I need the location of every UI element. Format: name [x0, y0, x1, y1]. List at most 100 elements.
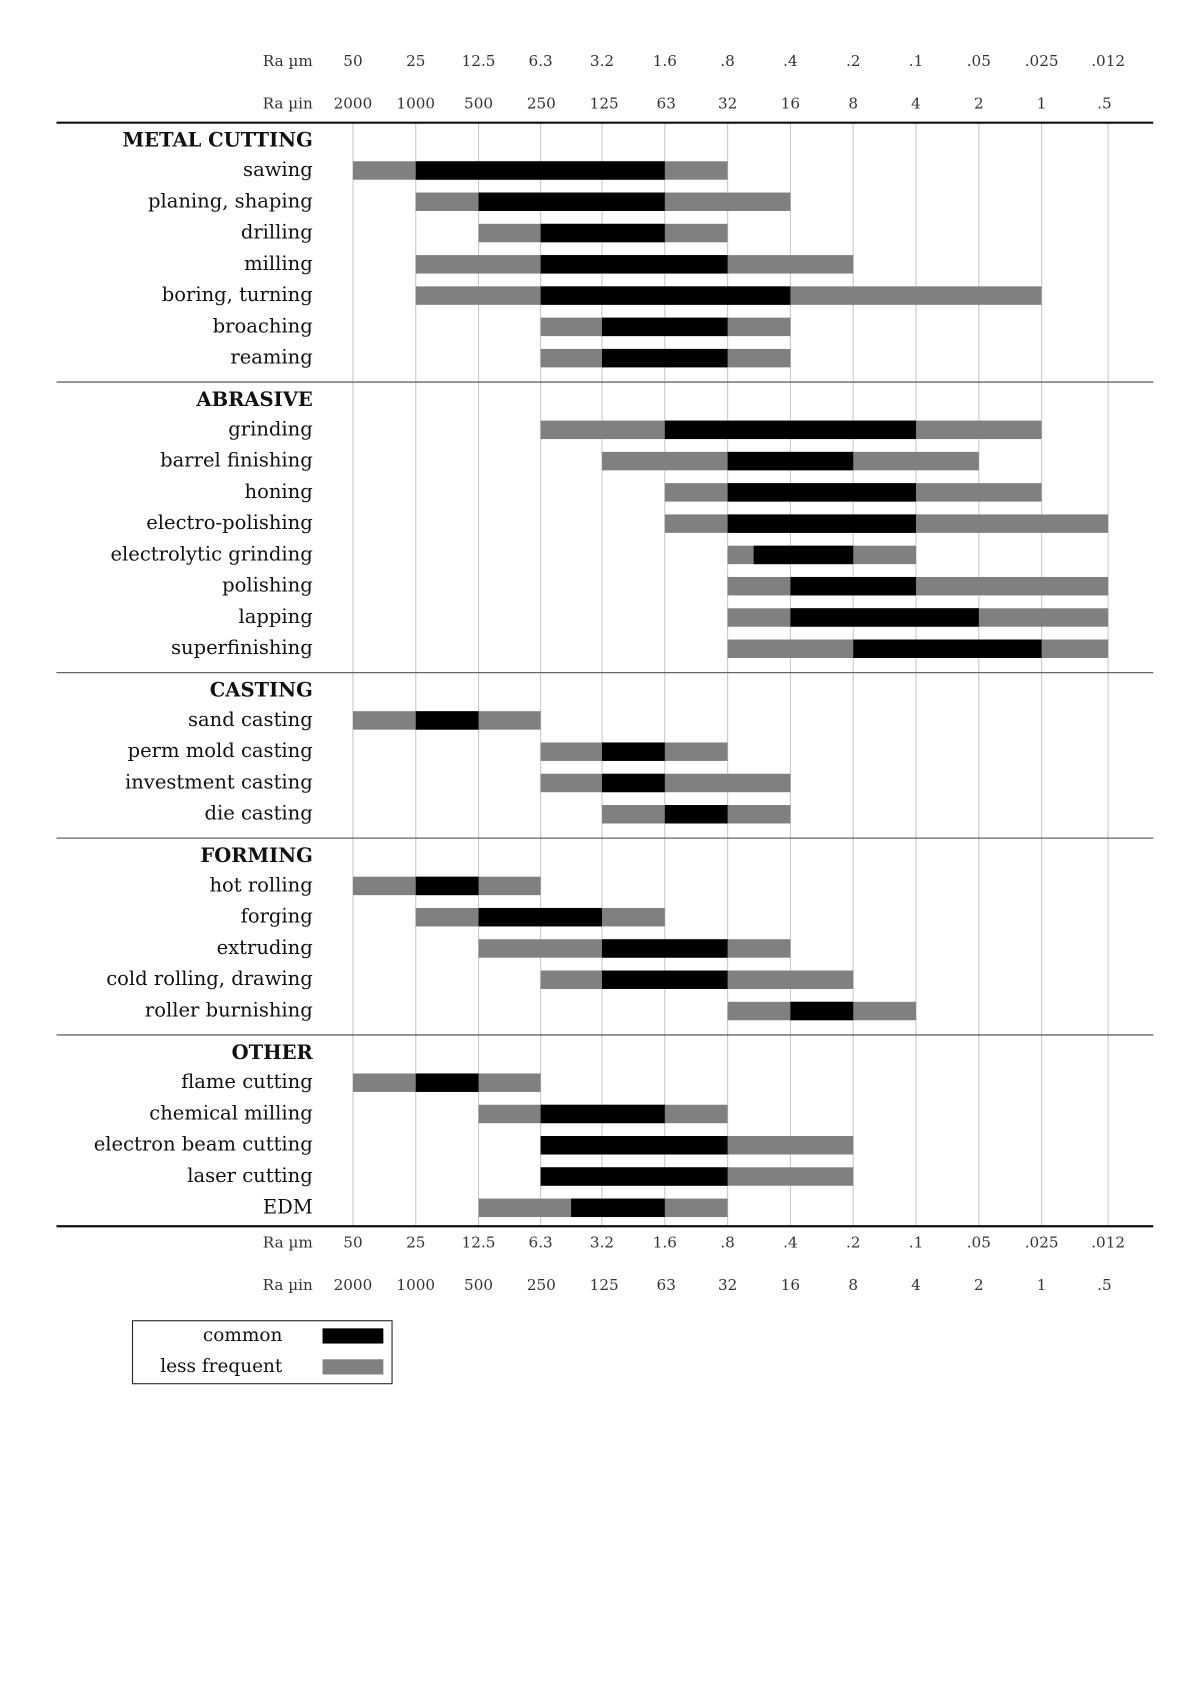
x2-tick-label: 2	[974, 1276, 984, 1294]
range-bar	[540, 255, 728, 274]
x2-axis-title: Ra µin	[263, 1276, 313, 1294]
group-title: FORMING	[200, 844, 312, 867]
legend-swatch	[322, 1359, 384, 1375]
x-tick-label: .8	[720, 52, 735, 70]
x-axis-title: Ra µm	[263, 1234, 313, 1252]
x-tick-label: .2	[846, 52, 861, 70]
range-bar	[540, 286, 791, 305]
x-tick-label: 6.3	[529, 1234, 553, 1252]
range-bar	[478, 907, 603, 927]
x2-tick-label: 63	[657, 94, 676, 112]
range-bar	[727, 576, 1109, 596]
process-label: EDM	[263, 1195, 313, 1218]
range-bar	[571, 1198, 665, 1218]
legend-swatch	[322, 1328, 384, 1344]
group-title: ABRASIVE	[195, 388, 312, 411]
x2-tick-label: 125	[590, 1276, 619, 1294]
x2-axis-title: Ra µin	[263, 94, 313, 112]
range-bar	[727, 451, 854, 471]
process-label: honing	[245, 480, 313, 503]
range-bar	[664, 420, 917, 440]
process-label: electron beam cutting	[94, 1133, 313, 1156]
x2-tick-label: 2000	[334, 1276, 373, 1294]
x2-tick-label: 2000	[334, 94, 373, 112]
process-label: grinding	[228, 417, 312, 440]
range-bar	[727, 514, 917, 533]
x2-tick-label: 1	[1037, 1276, 1047, 1294]
process-label: sawing	[243, 158, 313, 181]
x-tick-label: 1.6	[653, 52, 677, 70]
process-label: reaming	[230, 346, 312, 369]
group-title: METAL CUTTING	[122, 129, 312, 152]
x2-tick-label: 32	[718, 1276, 737, 1294]
x2-tick-label: 500	[464, 1276, 493, 1294]
x2-tick-label: .5	[1097, 94, 1112, 112]
x2-tick-label: 16	[781, 94, 800, 112]
process-label: drilling	[241, 221, 313, 244]
x2-tick-label: 250	[527, 1276, 556, 1294]
x2-tick-label: 4	[911, 94, 921, 112]
range-bar	[790, 1001, 854, 1021]
process-label: extruding	[217, 936, 313, 959]
x2-tick-label: 1000	[396, 1276, 435, 1294]
x-tick-label: .012	[1091, 52, 1125, 70]
process-label: cold rolling, drawing	[106, 967, 313, 990]
x2-tick-label: 8	[848, 1276, 858, 1294]
range-bar	[753, 545, 854, 565]
x2-tick-label: 250	[527, 94, 556, 112]
process-label: die casting	[204, 802, 312, 825]
process-label: forging	[241, 905, 313, 928]
range-bar	[602, 742, 665, 761]
range-bar	[478, 192, 665, 212]
x-tick-label: 3.2	[590, 1234, 614, 1252]
range-bar	[602, 970, 728, 989]
x2-tick-label: 1	[1037, 94, 1047, 112]
process-label: electro-polishing	[146, 511, 313, 534]
x2-tick-label: 500	[464, 94, 493, 112]
group-title: CASTING	[210, 679, 313, 702]
range-bar	[602, 939, 728, 958]
x2-tick-label: .5	[1097, 1276, 1112, 1294]
x-tick-label: 12.5	[462, 52, 496, 70]
range-bar	[540, 1167, 728, 1186]
x2-tick-label: 16	[781, 1276, 800, 1294]
x-tick-label: .012	[1091, 1234, 1125, 1252]
x-tick-label: 6.3	[529, 52, 553, 70]
x-axis-title: Ra µm	[263, 52, 313, 70]
x-tick-label: 50	[343, 52, 362, 70]
legend-box	[131, 1320, 393, 1385]
x-tick-label: 1.6	[653, 1234, 677, 1252]
process-label: barrel finishing	[160, 449, 313, 472]
x2-tick-label: 32	[718, 94, 737, 112]
process-label: boring, turning	[162, 283, 313, 306]
x-tick-label: .8	[720, 1234, 735, 1252]
x-tick-label: .2	[846, 1234, 861, 1252]
x-tick-label: .025	[1025, 52, 1059, 70]
x-tick-label: 3.2	[590, 52, 614, 70]
x-tick-label: .1	[909, 52, 924, 70]
x2-tick-label: 2	[974, 94, 984, 112]
range-bar	[853, 639, 1042, 658]
range-bar	[790, 576, 917, 596]
process-label: sand casting	[188, 708, 313, 731]
x-tick-label: .05	[967, 52, 991, 70]
range-bar	[540, 223, 665, 243]
x-tick-label: .025	[1025, 1234, 1059, 1252]
process-label: hot rolling	[209, 873, 312, 896]
x-tick-label: 50	[343, 1234, 362, 1252]
process-label: planing, shaping	[148, 189, 313, 212]
process-label: investment casting	[125, 770, 313, 793]
range-bar	[540, 1136, 728, 1155]
x2-tick-label: 8	[848, 94, 858, 112]
range-bar	[540, 773, 791, 793]
x-tick-label: .1	[909, 1234, 924, 1252]
x-tick-label: 25	[406, 1234, 425, 1252]
x-tick-label: 25	[406, 52, 425, 70]
range-bar	[602, 317, 728, 337]
process-label: roller burnishing	[145, 999, 313, 1022]
x-tick-label: .4	[783, 52, 797, 70]
x-tick-label: 12.5	[462, 1234, 496, 1252]
process-label: milling	[244, 252, 313, 275]
range-bar	[664, 805, 728, 824]
